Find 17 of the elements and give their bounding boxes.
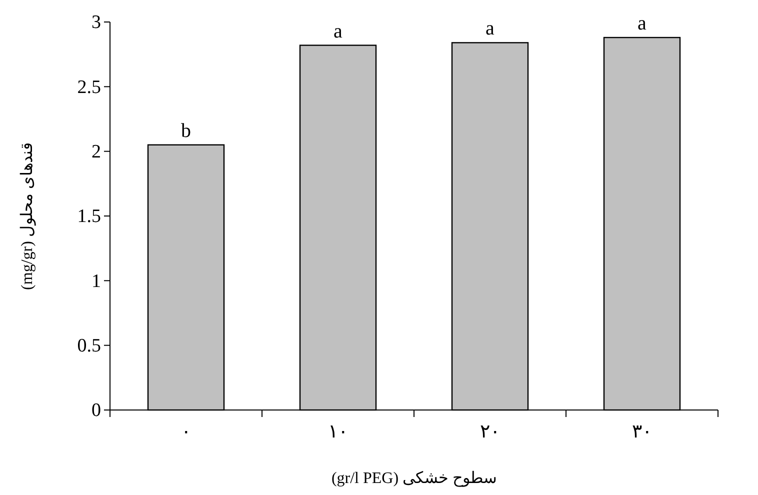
y-tick-label: 2.5	[77, 76, 101, 98]
y-tick-label: 1.5	[77, 206, 101, 228]
x-tick-label: ۲۰	[480, 421, 500, 442]
y-tick-label: 3	[92, 12, 101, 34]
annotation: a	[334, 20, 343, 42]
annotation: b	[181, 120, 191, 142]
annotation: a	[638, 12, 647, 35]
y-tick-label: 0.5	[77, 335, 101, 356]
annotation: a	[486, 18, 495, 40]
y-tick-label: 2	[92, 141, 101, 162]
y-tick-label: 0	[92, 400, 101, 422]
y-axis-title: قندهای محلول (mg/gr)	[19, 142, 36, 290]
x-axis-title: سطوح خشکی (gr/l PEG)	[331, 470, 497, 487]
x-tick-label: ۰	[181, 421, 191, 442]
x-tick-label: ۳۰	[632, 421, 652, 442]
y-tick-label: 1	[92, 270, 101, 292]
x-tick-label: ۱۰	[328, 421, 348, 442]
